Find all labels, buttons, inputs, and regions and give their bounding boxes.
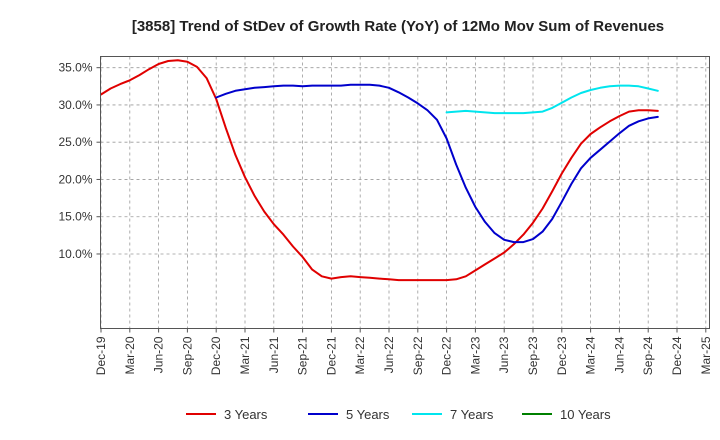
x-tick-label: Jun-22: [382, 336, 396, 373]
y-tick-label: 15.0%: [58, 210, 92, 224]
x-tick-label: Mar-20: [123, 336, 137, 374]
y-tick-label: 10.0%: [58, 247, 92, 261]
plot-area-frame: [100, 56, 710, 329]
series-line-5-years: [215, 83, 659, 244]
x-tick-label: Dec-19: [94, 336, 108, 375]
chart-title: [3858] Trend of StDev of Growth Rate (Yo…: [132, 18, 664, 35]
x-tick-label: Dec-21: [324, 336, 338, 375]
x-tick-label: Dec-20: [209, 336, 223, 375]
y-tick-label: 35.0%: [58, 61, 92, 75]
series-line-3-years: [100, 59, 659, 282]
legend: 3 Years 5 Years 7 Years 10 Years: [186, 407, 611, 422]
legend-label: 5 Years: [346, 407, 390, 422]
x-tick-label: Dec-24: [670, 336, 684, 375]
series-line-7-years: [445, 84, 659, 115]
grid: [100, 56, 710, 329]
legend-label: 10 Years: [560, 407, 611, 422]
legend-label: 3 Years: [224, 407, 268, 422]
x-tick-label: Sep-23: [526, 336, 540, 375]
x-tick-label: Sep-22: [411, 336, 425, 375]
x-tick-label: Sep-24: [641, 336, 655, 375]
x-axis-ticks: Dec-19 Mar-20 Jun-20 Sep-20 Dec-20 Mar-21 Jun-…: [94, 328, 713, 375]
series-lines: [100, 59, 659, 282]
x-tick-label: Sep-20: [180, 336, 194, 375]
x-tick-label: Dec-23: [555, 336, 569, 375]
x-tick-label: Dec-22: [440, 336, 454, 375]
x-tick-label: Jun-23: [497, 336, 511, 373]
legend-label: 7 Years: [450, 407, 494, 422]
x-tick-label: Mar-21: [238, 336, 252, 374]
x-tick-label: Mar-25: [699, 336, 713, 374]
x-tick-label: Jun-20: [152, 336, 166, 373]
y-tick-label: 20.0%: [58, 172, 92, 186]
y-tick-label: 30.0%: [58, 98, 92, 112]
x-tick-label: Mar-24: [584, 336, 598, 374]
x-tick-label: Mar-22: [353, 336, 367, 374]
y-tick-label: 25.0%: [58, 135, 92, 149]
x-tick-label: Jun-21: [267, 336, 281, 373]
x-tick-label: Jun-24: [612, 336, 626, 373]
y-axis-ticks: 10.0% 15.0% 20.0% 25.0% 30.0% 35.0%: [58, 61, 101, 261]
x-tick-label: Sep-21: [296, 336, 310, 375]
x-tick-label: Mar-23: [468, 336, 482, 374]
